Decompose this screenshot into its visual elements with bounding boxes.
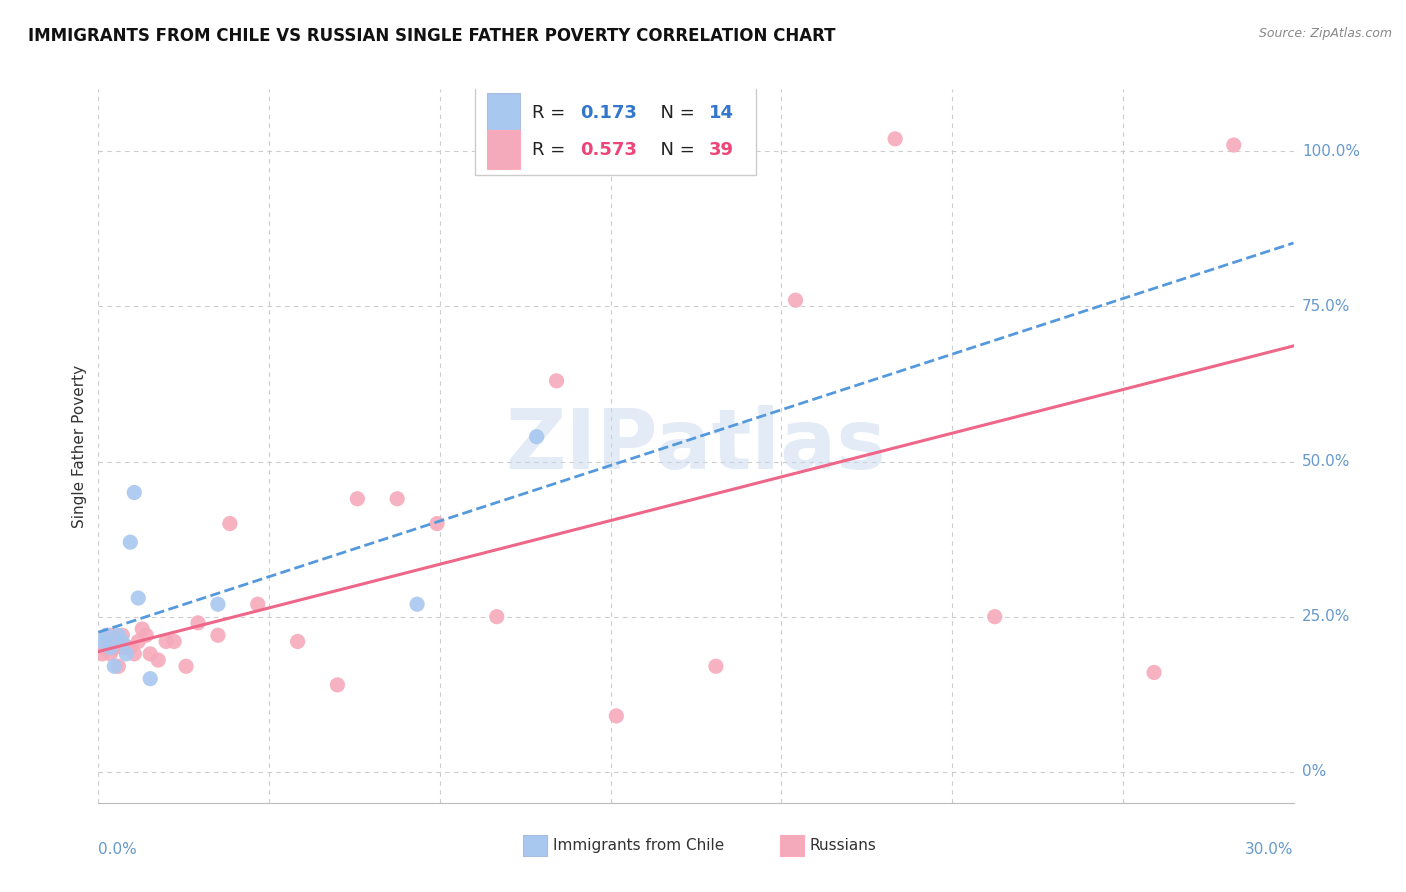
Point [135, 628, 157, 642]
Text: R =: R = [533, 103, 571, 121]
Point [98, 628, 122, 642]
Text: 14: 14 [709, 103, 734, 121]
Text: 30.0%: 30.0% [1246, 842, 1294, 856]
Point [111, 640, 134, 655]
Point [120, 535, 142, 549]
Point [983, 609, 1005, 624]
Point [785, 293, 807, 308]
Point [98, 647, 122, 661]
Point [124, 485, 146, 500]
Point [96, 640, 118, 655]
Point [219, 516, 242, 531]
Point [139, 672, 162, 686]
Point [207, 628, 229, 642]
Point [605, 709, 627, 723]
Point [884, 132, 907, 146]
Point [107, 659, 129, 673]
Point [111, 634, 134, 648]
Point [127, 591, 149, 605]
Point [127, 634, 149, 648]
Text: 75.0%: 75.0% [1302, 299, 1350, 314]
Text: 0%: 0% [1302, 764, 1326, 780]
Point [163, 634, 186, 648]
Point [287, 634, 309, 648]
Point [111, 628, 134, 642]
FancyBboxPatch shape [475, 86, 756, 175]
Text: 25.0%: 25.0% [1302, 609, 1350, 624]
Point [704, 659, 727, 673]
Text: N =: N = [650, 103, 700, 121]
Point [139, 647, 162, 661]
Point [1222, 138, 1246, 153]
Point [96, 634, 118, 648]
Point [187, 615, 209, 630]
Point [485, 609, 508, 624]
Text: 39: 39 [709, 141, 734, 159]
Point [107, 628, 129, 642]
Text: ZIPatlas: ZIPatlas [506, 406, 886, 486]
Text: Source: ZipAtlas.com: Source: ZipAtlas.com [1258, 27, 1392, 40]
Y-axis label: Single Father Poverty: Single Father Poverty [72, 365, 87, 527]
FancyBboxPatch shape [486, 130, 520, 169]
FancyBboxPatch shape [779, 835, 804, 856]
Point [346, 491, 368, 506]
Text: 50.0%: 50.0% [1302, 454, 1350, 469]
Point [155, 634, 177, 648]
Text: 0.0%: 0.0% [98, 842, 138, 856]
Point [91, 634, 114, 648]
Point [91, 647, 114, 661]
Point [120, 640, 142, 655]
Point [103, 640, 125, 655]
Text: Immigrants from Chile: Immigrants from Chile [553, 838, 724, 853]
Point [385, 491, 409, 506]
Point [131, 622, 153, 636]
Text: 0.173: 0.173 [581, 103, 637, 121]
Text: 100.0%: 100.0% [1302, 144, 1360, 159]
Point [98, 640, 122, 655]
FancyBboxPatch shape [523, 835, 547, 856]
Point [103, 634, 125, 648]
Point [103, 659, 125, 673]
Text: N =: N = [650, 141, 700, 159]
Point [326, 678, 349, 692]
Point [1143, 665, 1166, 680]
Point [246, 597, 269, 611]
Point [526, 430, 548, 444]
Text: IMMIGRANTS FROM CHILE VS RUSSIAN SINGLE FATHER POVERTY CORRELATION CHART: IMMIGRANTS FROM CHILE VS RUSSIAN SINGLE … [28, 27, 835, 45]
FancyBboxPatch shape [486, 93, 520, 132]
Point [96, 628, 118, 642]
Point [207, 597, 229, 611]
Text: 0.573: 0.573 [581, 141, 637, 159]
Point [115, 647, 138, 661]
Point [406, 597, 429, 611]
Point [426, 516, 449, 531]
Text: Russians: Russians [810, 838, 876, 853]
Point [148, 653, 170, 667]
Text: R =: R = [533, 141, 571, 159]
Point [124, 647, 146, 661]
Point [115, 640, 138, 655]
Point [174, 659, 197, 673]
Point [546, 374, 568, 388]
